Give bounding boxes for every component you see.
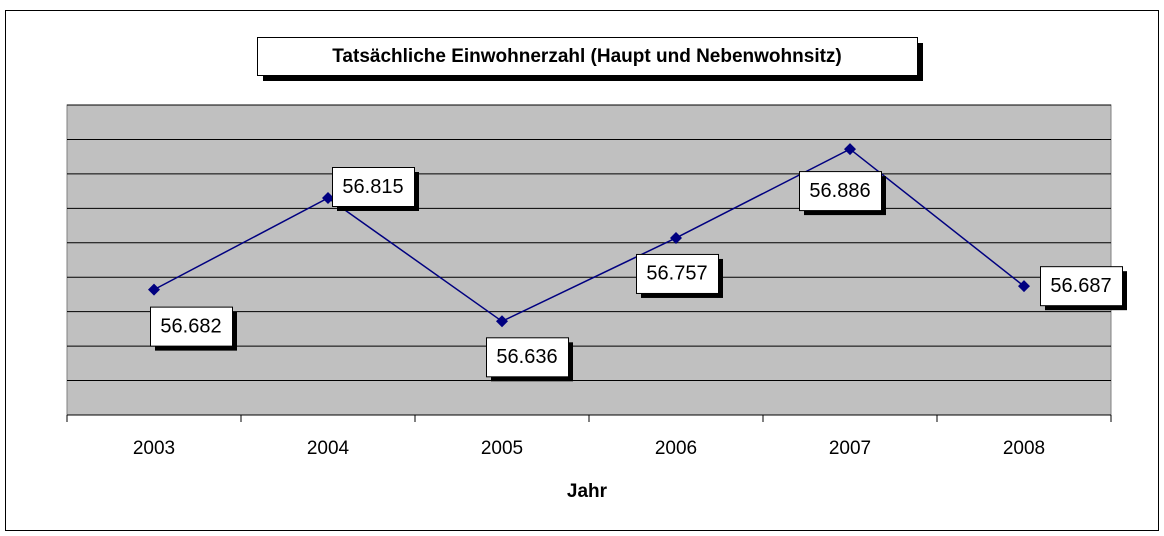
label-box [799, 171, 882, 212]
plot-area [66, 104, 1112, 416]
label-box [150, 306, 233, 347]
x-tick-label: 2007 [829, 438, 871, 459]
marker [148, 283, 160, 296]
label-box [636, 253, 719, 294]
x-tick-label: 2008 [1003, 438, 1045, 459]
label-box [332, 167, 415, 207]
x-tick-label: 2006 [655, 438, 697, 459]
label-box [486, 337, 569, 378]
data-label: 56.815 [342, 176, 403, 198]
data-label: 56.687 [1050, 275, 1111, 297]
title-box [257, 37, 918, 76]
marker [844, 143, 856, 156]
marker [322, 192, 334, 204]
marker [496, 315, 508, 328]
marker [670, 231, 682, 244]
x-tick-label: 2003 [133, 438, 175, 459]
marker [1018, 280, 1030, 293]
x-tick-label: 2005 [481, 438, 523, 459]
chart-title: Tatsächliche Einwohnerzahl (Haupt und Ne… [332, 46, 842, 67]
x-axis-title: Jahr [567, 481, 608, 502]
data-label: 56.682 [160, 315, 221, 337]
x-tick-label: 2004 [307, 438, 350, 459]
data-label: 56.886 [809, 180, 870, 202]
data-label: 56.757 [646, 263, 707, 285]
label-box [1040, 266, 1123, 307]
data-label: 56.636 [496, 346, 557, 368]
